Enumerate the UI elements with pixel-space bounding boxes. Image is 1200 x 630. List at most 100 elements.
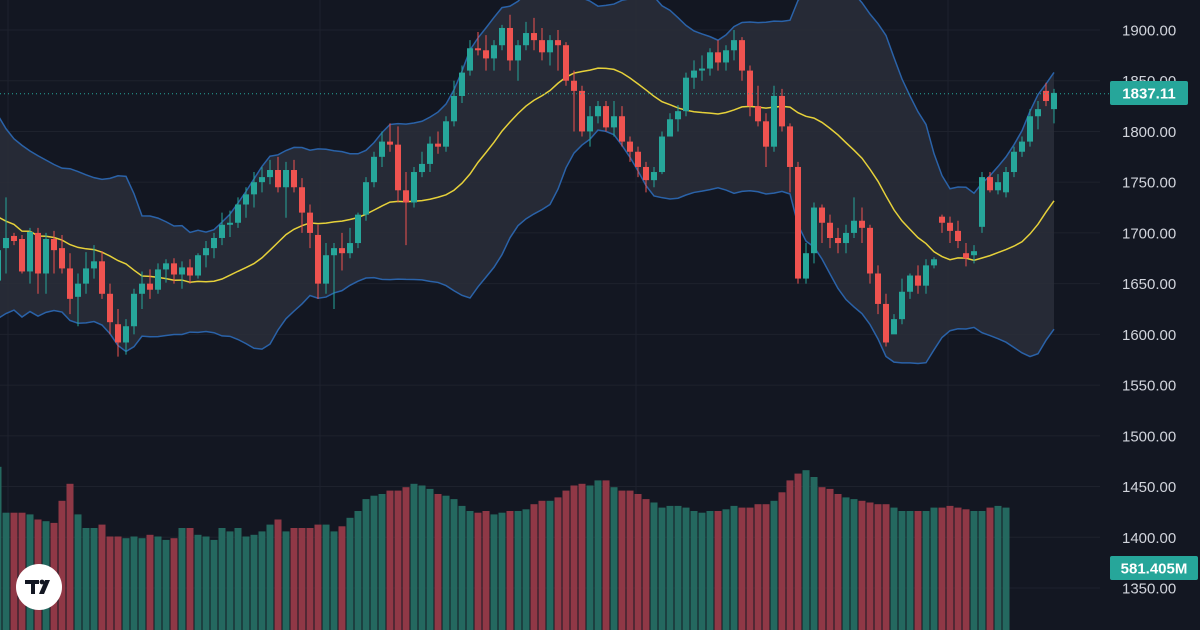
candle-body-59: [443, 121, 449, 147]
candle-body-115: [891, 319, 897, 335]
volume-bar-109: [842, 497, 850, 630]
candle-body-81: [619, 116, 625, 142]
candle-body-21: [139, 283, 145, 294]
candle-body-68: [515, 45, 521, 61]
volume-bar-82: [626, 490, 634, 630]
candle-body-19: [123, 326, 129, 343]
volume-bar-112: [866, 502, 874, 630]
volume-bar-35: [250, 534, 258, 630]
volume-bar-97: [746, 507, 754, 630]
candle-body-33: [235, 204, 241, 223]
volume-bar-60: [450, 499, 458, 630]
candle-body-134: [1043, 90, 1049, 102]
candle-body-128: [995, 182, 1001, 191]
candle-body-39: [283, 170, 289, 188]
price-tick-label-10: 1400.00: [1122, 530, 1176, 547]
candle-body-62: [467, 48, 473, 71]
candle-body-6: [19, 238, 25, 272]
tradingview-logo-icon: [25, 579, 50, 594]
volume-bar-26: [178, 528, 186, 630]
volume-bar-125: [970, 511, 978, 630]
volume-bar-13: [74, 514, 82, 630]
candle-body-125: [971, 251, 977, 256]
candle-body-117: [907, 275, 913, 292]
candle-body-110: [851, 220, 857, 233]
candle-body-130: [1011, 151, 1017, 173]
candle-body-45: [331, 248, 337, 256]
candle-body-7: [27, 231, 33, 272]
volume-bar-103: [794, 473, 802, 630]
volume-bar-89: [682, 507, 690, 630]
candle-body-69: [523, 33, 529, 46]
candle-body-43: [315, 234, 321, 284]
candle-body-82: [627, 141, 633, 152]
volume-bar-44: [322, 524, 330, 630]
candle-body-54: [403, 190, 409, 203]
volume-bar-64: [482, 511, 490, 630]
last-price-tag: [1110, 81, 1188, 105]
candle-body-86: [659, 136, 665, 173]
candle-body-12: [67, 268, 73, 299]
candle-body-97: [747, 70, 753, 107]
candle-body-88: [675, 111, 681, 120]
candle-body-101: [779, 95, 785, 127]
candle-body-24: [163, 263, 169, 270]
candle-body-47: [347, 243, 353, 254]
volume-bar-56: [418, 485, 426, 630]
candle-body-77: [587, 116, 593, 132]
candle-body-80: [611, 116, 617, 128]
band-upper-line: [0, 0, 1055, 234]
candle-body-116: [899, 291, 905, 320]
candle-body-132: [1027, 116, 1033, 142]
volume-bar-122: [946, 505, 954, 630]
volume-bar-33: [234, 528, 242, 630]
volume-bar-93: [714, 511, 722, 630]
volume-bar-27: [186, 528, 194, 630]
candle-body-122: [947, 222, 953, 231]
candle-body-133: [1035, 109, 1041, 117]
price-axis[interactable]: 1900.001850.001800.001750.001700.001650.…: [1122, 23, 1176, 598]
price-tick-label-9: 1450.00: [1122, 479, 1176, 496]
volume-bar-115: [890, 507, 898, 630]
volume-bar-126: [978, 511, 986, 630]
candle-body-44: [323, 255, 329, 284]
volume-bar-120: [930, 507, 938, 630]
candles[interactable]: [0, 14, 1057, 357]
candle-body-76: [579, 90, 585, 132]
candle-body-26: [179, 267, 185, 275]
volume-bar-52: [386, 490, 394, 630]
last-price-tag-text: 1837.11: [1122, 86, 1175, 103]
volume-bar-83: [634, 494, 642, 630]
candle-body-100: [771, 95, 777, 147]
volume-bar-85: [650, 502, 658, 630]
candle-body-118: [915, 275, 921, 286]
candle-body-64: [483, 50, 489, 59]
candle-body-79: [603, 106, 609, 128]
volume-bar-20: [130, 536, 138, 630]
moving-average: [0, 67, 1055, 284]
candle-body-16: [99, 261, 105, 294]
price-tick-label-4: 1700.00: [1122, 225, 1176, 242]
candle-body-126: [979, 177, 985, 227]
volume-bar-53: [394, 490, 402, 630]
price-tick-label-5: 1650.00: [1122, 276, 1176, 293]
volume-bar-34: [242, 536, 250, 630]
candle-body-31: [219, 224, 225, 238]
candle-body-15: [91, 261, 97, 269]
candle-body-127: [987, 177, 993, 191]
volume-bar-123: [954, 507, 962, 630]
volume-bar-90: [690, 511, 698, 630]
volume-bar-41: [298, 528, 306, 630]
candle-body-14: [83, 268, 89, 284]
candle-body-67: [507, 27, 513, 61]
volume-bar-95: [730, 505, 738, 630]
volume-bar-58: [434, 494, 442, 630]
volume-bar-57: [426, 488, 434, 630]
tradingview-logo[interactable]: [16, 564, 62, 610]
volume-bar-86: [658, 507, 666, 630]
price-tick-label-6: 1600.00: [1122, 327, 1176, 344]
volume-bar-45: [330, 531, 338, 630]
volume-bar-80: [610, 487, 618, 630]
